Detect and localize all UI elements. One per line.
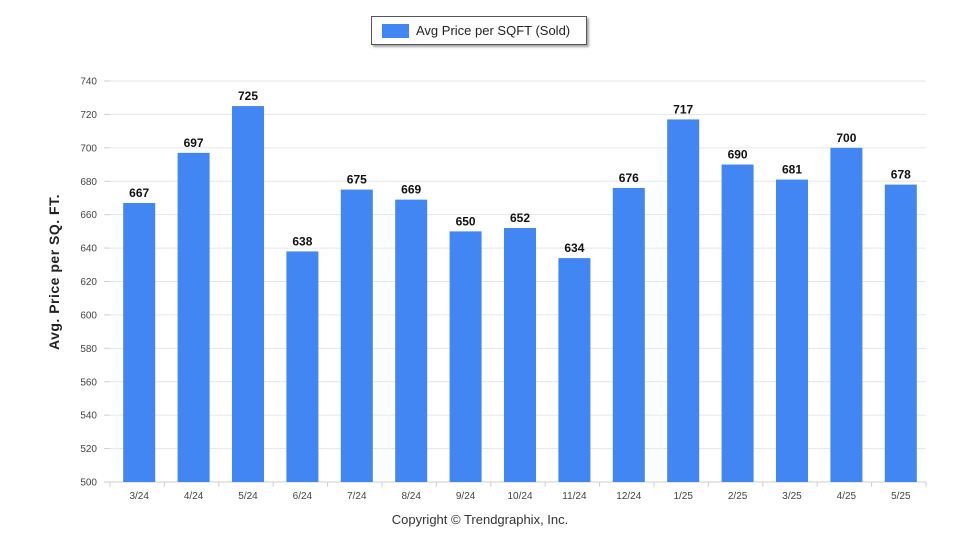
bar bbox=[558, 258, 591, 482]
x-tick-label: 9/24 bbox=[456, 491, 476, 502]
y-tick-label: 740 bbox=[80, 77, 97, 88]
data-label: 678 bbox=[891, 168, 911, 182]
y-tick-label: 700 bbox=[80, 143, 97, 154]
bar bbox=[884, 184, 917, 482]
x-tick-label: 2/25 bbox=[728, 491, 748, 502]
y-tick-label: 500 bbox=[80, 478, 97, 489]
x-tick-label: 3/25 bbox=[782, 491, 802, 502]
bar bbox=[123, 202, 156, 483]
data-label: 634 bbox=[564, 241, 584, 255]
x-tick-label: 10/24 bbox=[507, 491, 532, 502]
data-label: 700 bbox=[836, 131, 856, 145]
data-label: 650 bbox=[456, 214, 476, 228]
bars bbox=[123, 106, 917, 483]
y-tick-label: 660 bbox=[80, 210, 97, 221]
x-tick-label: 12/24 bbox=[616, 491, 641, 502]
bar bbox=[449, 231, 482, 482]
chart-legend: Avg Price per SQFT (Sold) bbox=[371, 16, 587, 45]
bar bbox=[721, 164, 754, 482]
y-tick-label: 600 bbox=[80, 310, 97, 321]
copyright-footer: Copyright © Trendgraphix, Inc. bbox=[391, 512, 569, 527]
x-tick-label: 4/25 bbox=[837, 491, 857, 502]
y-tick-label: 560 bbox=[80, 377, 97, 388]
data-label: 667 bbox=[129, 186, 149, 200]
x-tick-label: 4/24 bbox=[184, 491, 204, 502]
data-label: 638 bbox=[292, 234, 312, 248]
x-tick-label: 6/24 bbox=[293, 491, 313, 502]
x-tick-label: 11/24 bbox=[562, 491, 587, 502]
y-tick-label: 520 bbox=[80, 444, 97, 455]
bar bbox=[232, 106, 264, 482]
x-tick-label: 1/25 bbox=[673, 491, 693, 502]
bar bbox=[177, 152, 210, 483]
data-label: 681 bbox=[782, 163, 802, 177]
bar bbox=[286, 251, 319, 482]
y-tick-label: 640 bbox=[80, 244, 97, 255]
bar bbox=[504, 228, 536, 482]
bar bbox=[395, 199, 428, 483]
data-label: 652 bbox=[510, 211, 530, 225]
legend-swatch bbox=[382, 23, 409, 38]
data-label: 669 bbox=[401, 183, 421, 197]
legend-label: Avg Price per SQFT (Sold) bbox=[416, 23, 571, 38]
data-label: 697 bbox=[184, 136, 204, 150]
data-label: 725 bbox=[238, 89, 258, 103]
y-tick-label: 680 bbox=[80, 177, 97, 188]
data-label: 676 bbox=[619, 171, 639, 185]
y-tick-label: 720 bbox=[80, 110, 97, 121]
y-tick-label: 540 bbox=[80, 411, 97, 422]
x-tick-label: 5/24 bbox=[238, 491, 258, 502]
x-tick-label: 5/25 bbox=[891, 491, 911, 502]
x-tick-label: 3/24 bbox=[129, 491, 149, 502]
bar bbox=[340, 189, 373, 482]
data-label: 690 bbox=[728, 148, 748, 162]
x-tick-label: 7/24 bbox=[347, 491, 367, 502]
y-tick-label: 620 bbox=[80, 277, 97, 288]
data-label: 717 bbox=[673, 102, 693, 116]
y-tick-label: 580 bbox=[80, 344, 97, 355]
bar bbox=[612, 187, 645, 482]
x-tick-label: 8/24 bbox=[401, 491, 421, 502]
bar bbox=[776, 179, 808, 482]
bar bbox=[667, 119, 700, 482]
bar bbox=[830, 147, 863, 483]
data-label: 675 bbox=[347, 173, 367, 187]
data-labels: 667 697 725 638 675 669 650 652 634 676 717 690 681 7… bbox=[129, 89, 911, 255]
